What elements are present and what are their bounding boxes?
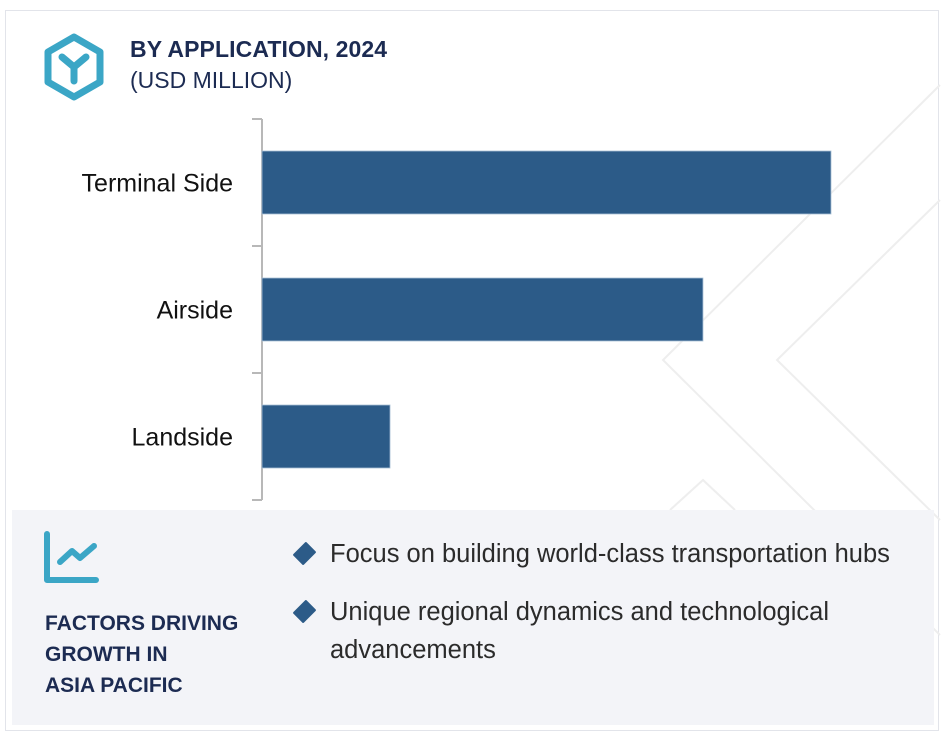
bar-landside [261,404,391,469]
bullet-text: Focus on building world-class transporta… [330,540,890,568]
factors-heading: FACTORS DRIVING GROWTH IN ASIA PACIFIC [45,608,238,701]
list-item: Unique regional dynamics and technologic… [292,593,923,669]
factors-heading-line: ASIA PACIFIC [45,674,183,697]
diamond-bullet-icon [292,599,317,624]
y-axis [252,118,263,501]
category-label: Airside [157,297,233,325]
bar-terminal-side [261,150,832,215]
category-label: Terminal Side [82,170,233,198]
chart-title: BY APPLICATION, 2024 [130,36,388,62]
category-labels: Terminal Side Airside Landside [82,170,233,452]
factors-heading-line: FACTORS DRIVING [45,612,239,635]
bullet-text: Unique regional dynamics and technologic… [330,598,829,664]
growth-factors-panel [12,510,934,725]
hexagon-y-icon [44,33,104,101]
chart-subtitle: (USD MILLION) [130,67,293,93]
trend-chart-icon [44,531,99,583]
factors-list: Focus on building world-class transporta… [292,535,923,689]
bars-group [261,150,832,469]
bar-chart: Terminal Side Airside Landside [82,118,832,501]
diamond-bullet-icon [292,541,317,566]
list-item: Focus on building world-class transporta… [292,535,923,573]
category-label: Landside [132,424,233,452]
bar-airside [261,277,704,342]
factors-heading-line: GROWTH IN [45,643,168,666]
